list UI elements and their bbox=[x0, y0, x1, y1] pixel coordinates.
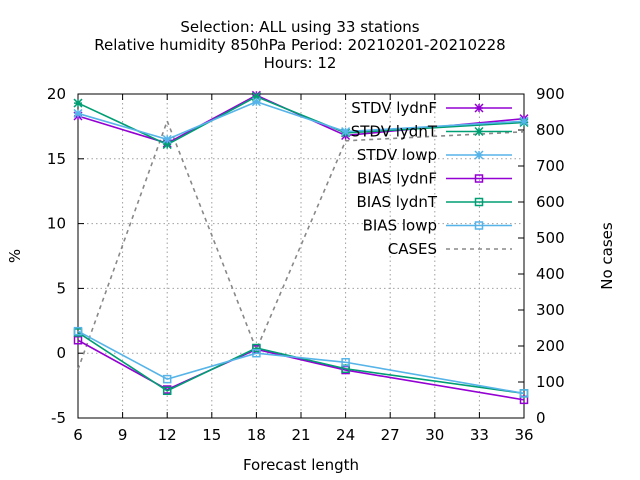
y2-tick-label: 100 bbox=[536, 373, 565, 391]
data-point bbox=[73, 98, 83, 108]
legend: STDV lydnF STDV lydnT STDV lowp BIAS lydnF B… bbox=[351, 99, 512, 258]
series-cases bbox=[77, 118, 525, 370]
data-point bbox=[252, 343, 261, 353]
data-point bbox=[519, 389, 529, 398]
x-axis-label: Forecast length bbox=[243, 456, 359, 474]
legend-label: BIAS lydnT bbox=[356, 193, 437, 211]
data-point bbox=[251, 97, 261, 107]
y2-tick-label: 400 bbox=[536, 265, 565, 283]
y2-axis-label: No cases bbox=[598, 222, 616, 290]
y-axis-label: % bbox=[6, 249, 24, 263]
data-point bbox=[162, 134, 172, 144]
data-point bbox=[73, 108, 83, 118]
series-line bbox=[77, 339, 525, 401]
series-line bbox=[77, 118, 525, 370]
y-axis: -5 0 5 10 15 20 bbox=[47, 85, 84, 427]
legend-marker bbox=[474, 103, 484, 113]
y2-tick-label: 300 bbox=[536, 301, 565, 319]
grid bbox=[78, 94, 524, 418]
x-tick-label: 18 bbox=[247, 426, 266, 444]
series-line bbox=[77, 331, 525, 395]
chart-title: Selection: ALL using 33 stationsRelative… bbox=[94, 18, 505, 72]
x-tick-label: 12 bbox=[158, 426, 177, 444]
legend-label: BIAS lowp bbox=[363, 217, 437, 235]
series-stdv-lowp bbox=[73, 97, 529, 144]
x-tick-label: 6 bbox=[73, 426, 83, 444]
x-tick-label: 36 bbox=[514, 426, 533, 444]
y2-tick-label: 0 bbox=[536, 409, 546, 427]
y-tick-label: 10 bbox=[47, 215, 66, 233]
legend-marker bbox=[474, 126, 484, 137]
y-tick-label: -5 bbox=[51, 409, 66, 427]
legend-marker bbox=[474, 150, 484, 160]
legend-label: STDV lydnT bbox=[351, 123, 438, 141]
data-point bbox=[73, 326, 83, 336]
y2-tick-label: 800 bbox=[536, 121, 565, 139]
data-point bbox=[162, 374, 172, 384]
data-point bbox=[251, 92, 261, 102]
y-tick-label: 20 bbox=[47, 85, 66, 103]
data-point bbox=[162, 140, 172, 150]
x-tick-label: 21 bbox=[291, 426, 310, 444]
series bbox=[73, 90, 529, 405]
x-tick-label: 27 bbox=[381, 426, 400, 444]
data-point bbox=[341, 127, 351, 137]
legend-label: STDV lowp bbox=[357, 146, 437, 164]
y2-tick-label: 700 bbox=[536, 157, 565, 175]
legend-label: CASES bbox=[388, 240, 437, 258]
y2-tick-label: 200 bbox=[536, 337, 565, 355]
series-bias-lowp bbox=[73, 326, 529, 398]
y2-axis: 0 100 200 300 400 500 600 700 800 900 bbox=[518, 85, 565, 427]
data-point bbox=[341, 358, 350, 367]
y-tick-label: 0 bbox=[56, 344, 66, 362]
legend-marker bbox=[474, 197, 484, 207]
y2-tick-label: 900 bbox=[536, 85, 565, 103]
data-point bbox=[73, 335, 83, 345]
x-tick-label: 33 bbox=[470, 426, 489, 444]
title-line: Selection: ALL using 33 stations bbox=[180, 18, 419, 36]
y-tick-label: 5 bbox=[56, 279, 66, 297]
x-tick-label: 30 bbox=[425, 426, 444, 444]
legend-marker bbox=[474, 174, 484, 183]
title-line: Hours: 12 bbox=[264, 54, 337, 72]
data-point bbox=[162, 386, 172, 396]
legend-label: STDV lydnF bbox=[351, 99, 437, 117]
legend-marker bbox=[474, 221, 484, 230]
x-axis: 6 9 12 15 18 21 24 27 30 33 36 bbox=[73, 94, 534, 444]
x-tick-label: 15 bbox=[202, 426, 221, 444]
x-tick-label: 24 bbox=[336, 426, 355, 444]
y2-tick-label: 500 bbox=[536, 229, 565, 247]
y-tick-label: 15 bbox=[47, 150, 66, 168]
series-line bbox=[77, 330, 525, 395]
title-line: Relative humidity 850hPa Period: 2021020… bbox=[94, 36, 505, 54]
y2-tick-label: 600 bbox=[536, 193, 565, 211]
data-point bbox=[519, 116, 529, 126]
series-line bbox=[77, 94, 525, 145]
legend-label: BIAS lydnF bbox=[357, 170, 437, 188]
data-point bbox=[252, 348, 261, 358]
x-tick-label: 9 bbox=[118, 426, 128, 444]
